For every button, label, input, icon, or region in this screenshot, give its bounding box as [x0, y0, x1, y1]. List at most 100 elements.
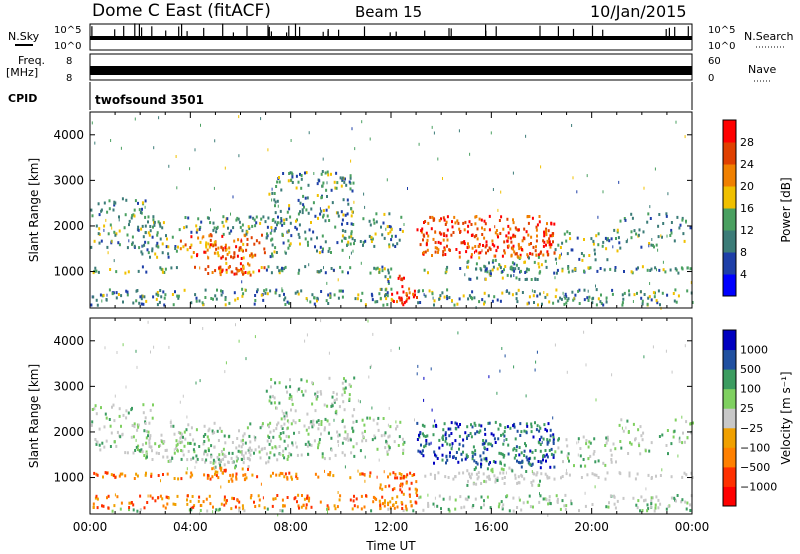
echo-cell: [488, 228, 491, 232]
echo-cell: [326, 404, 329, 408]
echo-cell: [346, 212, 349, 216]
echo-cell: [231, 496, 234, 500]
echo-cell: [401, 285, 404, 289]
echo-cell: [594, 252, 596, 256]
echo-cell: [604, 463, 607, 467]
echo-cell: [108, 199, 111, 203]
noise-cell: [106, 293, 108, 297]
echo-cell: [286, 457, 289, 461]
echo-cell: [636, 472, 639, 476]
echo-cell: [236, 297, 239, 301]
echo-cell: [454, 498, 457, 502]
echo-cell: [670, 496, 673, 500]
echo-cell: [327, 205, 330, 209]
echo-cell: [405, 507, 408, 511]
echo-cell: [103, 201, 106, 205]
echo-cell: [291, 441, 294, 445]
echo-cell: [562, 460, 564, 464]
echo-cell: [246, 230, 249, 234]
echo-cell: [120, 294, 123, 298]
echo-cell: [212, 461, 215, 465]
echo-cell: [389, 472, 392, 476]
echo-cell: [210, 455, 213, 459]
echo-cell: [235, 245, 238, 249]
echo-cell: [268, 456, 271, 460]
noise-cell: [543, 291, 545, 294]
echo-cell: [384, 275, 387, 279]
echo-cell: [368, 474, 371, 478]
echo-cell: [480, 218, 483, 222]
echo-cell: [494, 460, 497, 464]
echo-cell: [465, 250, 468, 254]
noise-cell: [363, 192, 365, 196]
echo-cell: [641, 299, 644, 303]
echo-cell: [514, 267, 517, 271]
echo-cell: [639, 452, 642, 456]
echo-cell: [525, 277, 528, 281]
echo-cell: [540, 461, 543, 465]
echo-cell: [339, 176, 342, 180]
echo-cell: [216, 225, 219, 229]
echo-cell: [115, 270, 118, 274]
echo-cell: [145, 471, 147, 475]
echo-cell: [235, 267, 238, 271]
noise-cell: [573, 296, 575, 300]
echo-cell: [454, 439, 457, 443]
echo-cell: [401, 277, 403, 281]
echo-cell: [381, 269, 384, 273]
echo-cell: [480, 458, 483, 462]
echo-cell: [279, 209, 282, 213]
echo-cell: [137, 269, 140, 273]
echo-cell: [278, 269, 281, 273]
cpid-value: twofsound 3501: [95, 93, 204, 107]
noise-cell: [350, 159, 352, 163]
echo-cell: [675, 300, 678, 304]
echo-cell: [519, 255, 522, 259]
echo-cell: [307, 452, 309, 456]
echo-cell: [195, 460, 198, 464]
echo-cell: [224, 455, 227, 458]
echo-cell: [342, 198, 345, 202]
echo-cell: [151, 458, 154, 461]
echo-cell: [669, 234, 672, 237]
echo-cell: [282, 453, 285, 457]
echo-cell: [204, 267, 207, 271]
echo-cell: [122, 300, 124, 304]
echo-cell: [202, 303, 205, 307]
echo-cell: [242, 272, 244, 276]
echo-cell: [403, 276, 405, 280]
echo-cell: [626, 419, 629, 423]
echo-cell: [199, 509, 202, 512]
noise-cell: [244, 288, 246, 292]
noise-cell: [323, 266, 324, 270]
y-tick-label: 3000: [53, 379, 84, 393]
echo-cell: [530, 278, 533, 281]
echo-cell: [159, 444, 162, 448]
echo-cell: [654, 506, 657, 510]
echo-cell: [360, 299, 363, 303]
echo-cell: [213, 421, 216, 425]
echo-cell: [239, 225, 242, 229]
echo-cell: [512, 266, 515, 270]
echo-cell: [263, 266, 266, 270]
echo-cell: [325, 188, 328, 192]
echo-cell: [606, 258, 609, 262]
noise-cell: [494, 225, 496, 229]
echo-cell: [416, 494, 419, 497]
echo-cell: [401, 437, 404, 441]
noise-cell: [158, 116, 160, 120]
echo-cell: [369, 416, 371, 420]
echo-cell: [642, 431, 645, 435]
echo-cell: [324, 171, 327, 175]
echo-cell: [548, 498, 551, 502]
echo-cell: [163, 303, 166, 307]
echo-cell: [503, 268, 505, 272]
echo-cell: [438, 438, 441, 442]
echo-cell: [499, 299, 502, 303]
echo-cell: [315, 394, 318, 398]
echo-cell: [523, 449, 526, 453]
echo-cell: [303, 424, 306, 428]
echo-cell: [398, 296, 401, 300]
echo-cell: [286, 300, 289, 304]
echo-cell: [249, 215, 252, 219]
